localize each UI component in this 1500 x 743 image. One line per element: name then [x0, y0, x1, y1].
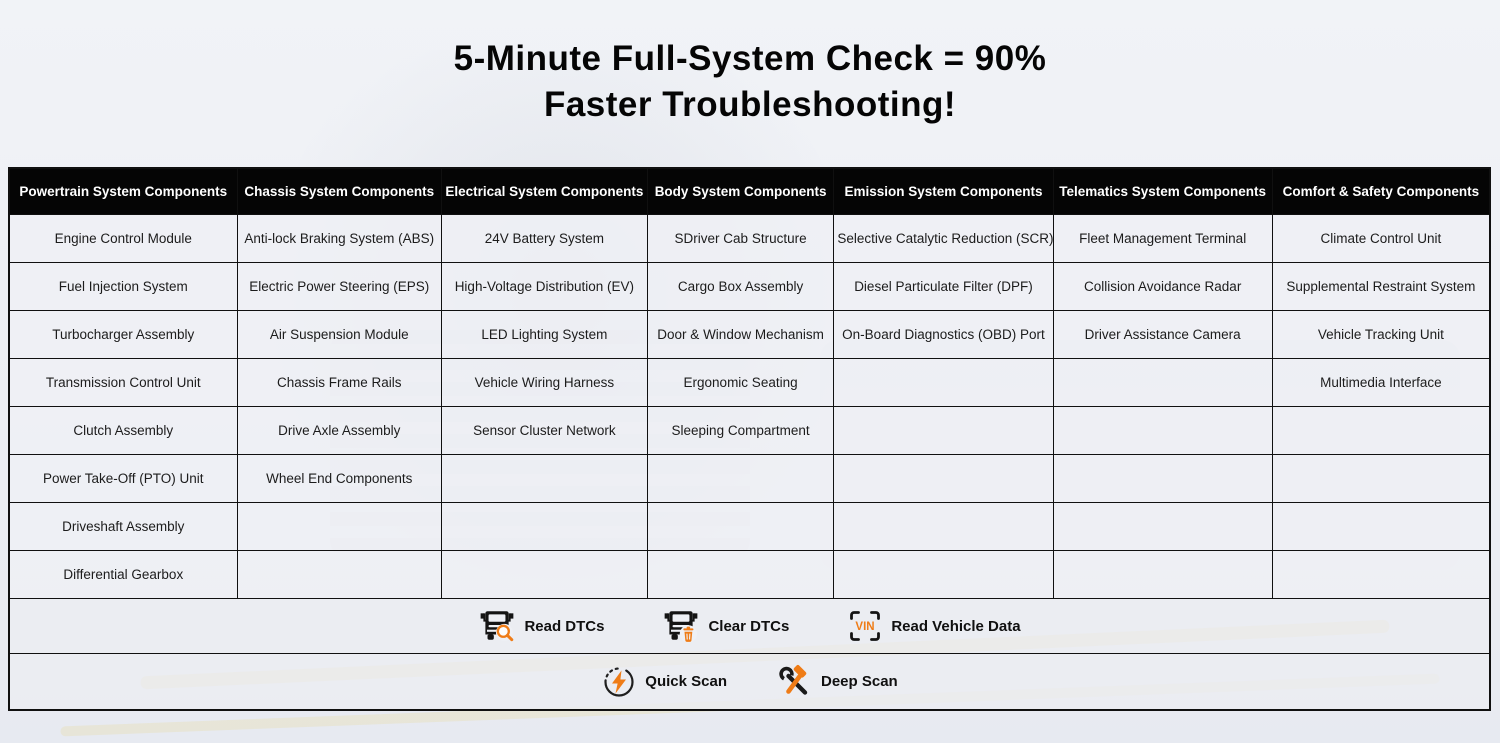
system-components-table: Powertrain System Components Chassis Sys…: [8, 167, 1491, 711]
action-label: Quick Scan: [645, 673, 727, 690]
table-cell: [646, 454, 835, 503]
table-row: Power Take-Off (PTO) Unit Wheel End Comp…: [8, 454, 1491, 503]
table-cell: Differential Gearbox: [8, 550, 238, 599]
column-header-body: Body System Components: [646, 167, 835, 215]
table-cell: [833, 550, 1054, 599]
actions-row-2: Quick Scan Deep Scan: [8, 653, 1491, 711]
table-cell: Clutch Assembly: [8, 406, 238, 455]
table-cell: SDriver Cab Structure: [646, 214, 835, 263]
table-cell: [1052, 454, 1273, 503]
table-row: Fuel Injection System Electric Power Ste…: [8, 262, 1491, 311]
page-title: 5-Minute Full-System Check = 90% Faster …: [0, 36, 1500, 128]
table-cell: Driver Assistance Camera: [1052, 310, 1273, 359]
table-row: Differential Gearbox: [8, 550, 1491, 599]
table-cell: [1271, 550, 1491, 599]
wrench-hammer-icon: [777, 664, 813, 700]
table-cell: [440, 550, 648, 599]
table-cell: [440, 502, 648, 551]
page-title-line2: Faster Troubleshooting!: [543, 85, 957, 124]
column-header-electrical: Electrical System Components: [440, 167, 648, 215]
table-cell: Air Suspension Module: [236, 310, 442, 359]
column-header-telematics: Telematics System Components: [1052, 167, 1273, 215]
action-label: Clear DTCs: [708, 617, 790, 635]
table-row: Turbocharger Assembly Air Suspension Mod…: [8, 310, 1491, 359]
table-cell: Driveshaft Assembly: [8, 502, 238, 551]
read-dtcs-button[interactable]: Read DTCs: [478, 607, 604, 645]
table-header-row: Powertrain System Components Chassis Sys…: [8, 167, 1491, 215]
table-cell: 24V Battery System: [440, 214, 648, 263]
actions-row-1-cell: Read DTCs: [8, 598, 1491, 654]
table-cell: Transmission Control Unit: [8, 358, 238, 407]
table-cell: Electric Power Steering (EPS): [236, 262, 442, 311]
table-cell: [833, 358, 1054, 407]
table-cell: Diesel Particulate Filter (DPF): [833, 262, 1054, 311]
table-cell: Vehicle Tracking Unit: [1271, 310, 1491, 359]
action-label: Read DTCs: [524, 617, 605, 635]
table-cell: [833, 406, 1054, 455]
table-cell: Vehicle Wiring Harness: [440, 358, 648, 407]
table-cell: High-Voltage Distribution (EV): [440, 262, 648, 311]
table-row: Driveshaft Assembly: [8, 502, 1491, 551]
action-label: Read Vehicle Data: [891, 617, 1021, 635]
table-cell: [1052, 358, 1273, 407]
table-cell: Drive Axle Assembly: [236, 406, 442, 455]
table-cell: [1052, 502, 1273, 551]
action-label: Deep Scan: [821, 673, 898, 690]
column-header-comfort: Comfort & Safety Components: [1271, 167, 1491, 215]
table-cell: [1271, 502, 1491, 551]
lightning-circle-icon: [601, 664, 637, 700]
table-cell: Sensor Cluster Network: [440, 406, 648, 455]
table-cell: Turbocharger Assembly: [8, 310, 238, 359]
table-cell: Fuel Injection System: [8, 262, 238, 311]
column-header-powertrain: Powertrain System Components: [8, 167, 238, 215]
table-cell: [236, 550, 442, 599]
vin-frame-icon: VIN: [847, 608, 883, 644]
table-cell: Anti-lock Braking System (ABS): [236, 214, 442, 263]
table-cell: Power Take-Off (PTO) Unit: [8, 454, 238, 503]
table-cell: Collision Avoidance Radar: [1052, 262, 1273, 311]
table-cell: On-Board Diagnostics (OBD) Port: [833, 310, 1054, 359]
table-cell: [646, 550, 835, 599]
table-cell: Wheel End Components: [236, 454, 442, 503]
table-cell: [1271, 454, 1491, 503]
table-cell: Ergonomic Seating: [646, 358, 835, 407]
table-cell: LED Lighting System: [440, 310, 648, 359]
actions-row-1: Read DTCs: [8, 598, 1491, 654]
svg-text:VIN: VIN: [856, 621, 875, 633]
table-cell: [833, 454, 1054, 503]
quick-scan-button[interactable]: Quick Scan: [601, 664, 727, 700]
table-cell: Cargo Box Assembly: [646, 262, 835, 311]
table-cell: [1271, 406, 1491, 455]
table-cell: Selective Catalytic Reduction (SCR): [833, 214, 1054, 263]
read-vehicle-data-button[interactable]: VIN Read Vehicle Data: [847, 608, 1021, 644]
table-cell: [646, 502, 835, 551]
table-cell: [1052, 550, 1273, 599]
column-header-emission: Emission System Components: [833, 167, 1054, 215]
deep-scan-button[interactable]: Deep Scan: [777, 664, 898, 700]
table-cell: Climate Control Unit: [1271, 214, 1491, 263]
table-cell: Engine Control Module: [8, 214, 238, 263]
column-header-chassis: Chassis System Components: [236, 167, 442, 215]
truck-search-icon: [478, 607, 516, 645]
table-cell: Multimedia Interface: [1271, 358, 1491, 407]
truck-trash-icon: [662, 607, 700, 645]
table-cell: Door & Window Mechanism: [646, 310, 835, 359]
table-cell: Supplemental Restraint System: [1271, 262, 1491, 311]
table-row: Engine Control Module Anti-lock Braking …: [8, 214, 1491, 263]
table-row: Transmission Control Unit Chassis Frame …: [8, 358, 1491, 407]
table-row: Clutch Assembly Drive Axle Assembly Sens…: [8, 406, 1491, 455]
table-cell: [1052, 406, 1273, 455]
table-cell: Chassis Frame Rails: [236, 358, 442, 407]
page-title-line1: 5-Minute Full-System Check = 90%: [453, 39, 1047, 78]
clear-dtcs-button[interactable]: Clear DTCs: [662, 607, 789, 645]
table-cell: [440, 454, 648, 503]
table-cell: [236, 502, 442, 551]
table-cell: Fleet Management Terminal: [1052, 214, 1273, 263]
table-cell: Sleeping Compartment: [646, 406, 835, 455]
table-cell: [833, 502, 1054, 551]
actions-row-2-cell: Quick Scan Deep Scan: [8, 653, 1491, 711]
